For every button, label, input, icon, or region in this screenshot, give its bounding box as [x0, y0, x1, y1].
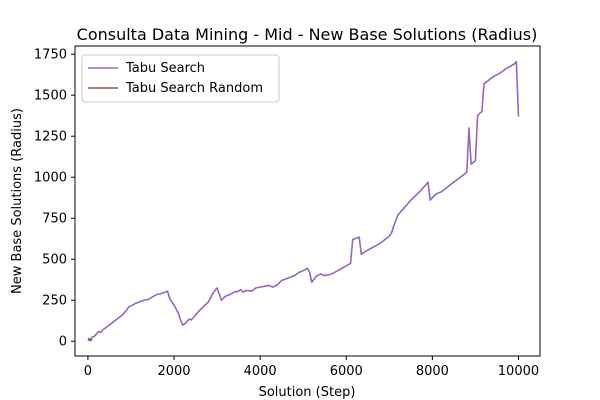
y-tick-label: 750: [42, 212, 67, 227]
y-tick-label: 1500: [34, 89, 67, 104]
x-axis: 0 2000 4000 6000 8000 10000: [84, 356, 539, 379]
x-tick-label: 2000: [157, 364, 190, 379]
y-tick-label: 1750: [34, 48, 67, 63]
series-line-tabu-search-random: [87, 338, 93, 342]
y-axis: 0 250 500 750 1000 1250 1500 1750: [34, 48, 75, 350]
y-axis-label: New Base Solutions (Radius): [10, 108, 25, 294]
legend-label-tabu-search-random: Tabu Search Random: [125, 81, 263, 96]
x-tick-label: 4000: [244, 364, 277, 379]
x-axis-label: Solution (Step): [259, 385, 356, 400]
x-tick-label: 6000: [330, 364, 363, 379]
legend-label-tabu-search: Tabu Search: [125, 61, 205, 76]
x-tick-label: 8000: [416, 364, 449, 379]
y-tick-label: 0: [59, 335, 67, 350]
plot-frame: [74, 45, 541, 357]
y-tick-label: 1000: [34, 171, 67, 186]
y-tick-label: 500: [42, 253, 67, 268]
plot-area: [87, 60, 520, 342]
x-tick-label: 10000: [498, 364, 539, 379]
chart-title: Consulta Data Mining - Mid - New Base So…: [77, 25, 538, 44]
legend: Tabu Search Tabu Search Random: [81, 54, 280, 103]
series-line-tabu-search: [87, 60, 520, 341]
y-tick-label: 1250: [34, 130, 67, 145]
y-tick-label: 250: [42, 294, 67, 309]
x-tick-label: 0: [84, 364, 92, 379]
legend-box: [81, 54, 280, 103]
